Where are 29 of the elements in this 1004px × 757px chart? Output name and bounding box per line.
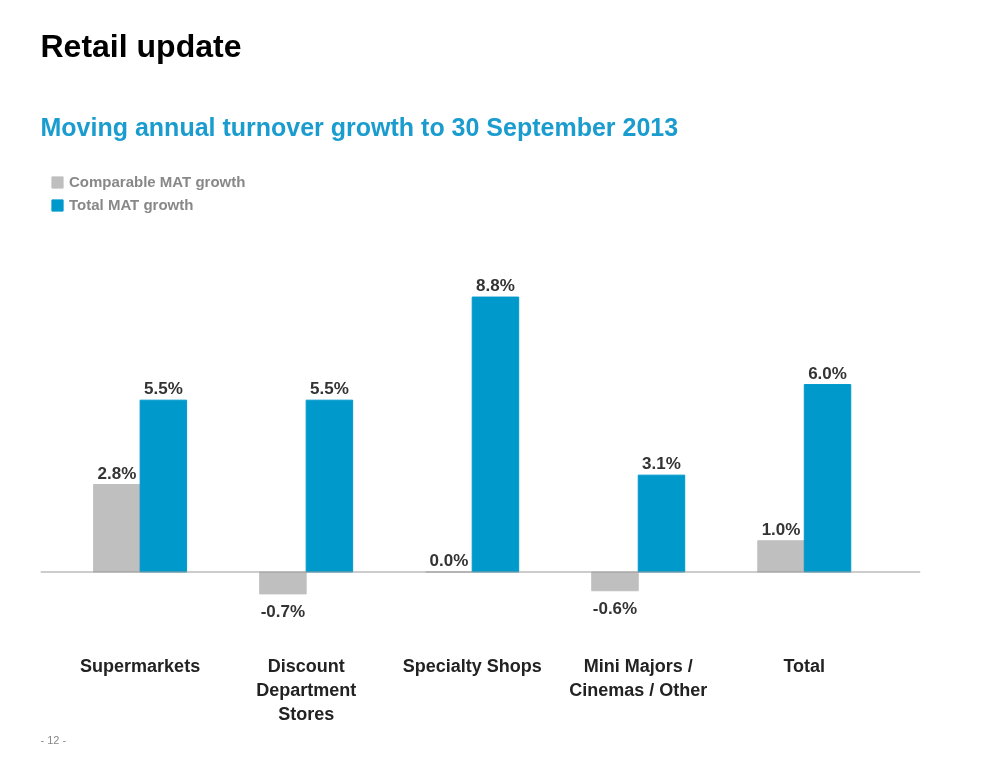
chart-subtitle: Moving annual turnover growth to 30 September 2013 (40, 113, 679, 141)
x-tick-label: Specialty Shops (402, 655, 542, 676)
legend-label: Total MAT growth (69, 196, 194, 213)
bar (259, 571, 307, 595)
data-label: 8.8% (476, 276, 515, 296)
bar (803, 384, 852, 573)
data-label: -0.7% (260, 601, 306, 621)
bar (757, 540, 805, 573)
x-tick-label: Discount Department Stores (256, 655, 357, 724)
x-tick-label: Mini Majors / Cinemas / Other (569, 655, 708, 700)
data-label: -0.6% (592, 598, 638, 618)
data-label: 3.1% (642, 454, 681, 474)
data-label: 1.0% (761, 519, 801, 539)
bar (591, 571, 639, 592)
text: - 12 - (40, 733, 67, 746)
data-label: 2.8% (97, 463, 137, 483)
data-label: 6.0% (808, 363, 847, 383)
bar (93, 484, 141, 573)
data-label: 0.0% (429, 551, 469, 571)
data-label: 5.5% (143, 379, 183, 399)
bar (471, 296, 520, 573)
bar (139, 399, 188, 573)
data-label: 5.5% (310, 379, 349, 399)
bar (637, 474, 686, 573)
chart-title: Retail update (40, 27, 242, 64)
legend-label: Comparable MAT growth (69, 173, 246, 190)
bar (305, 399, 354, 573)
x-tick-label: Total (783, 655, 826, 676)
x-tick-label: Supermarkets (80, 655, 201, 676)
